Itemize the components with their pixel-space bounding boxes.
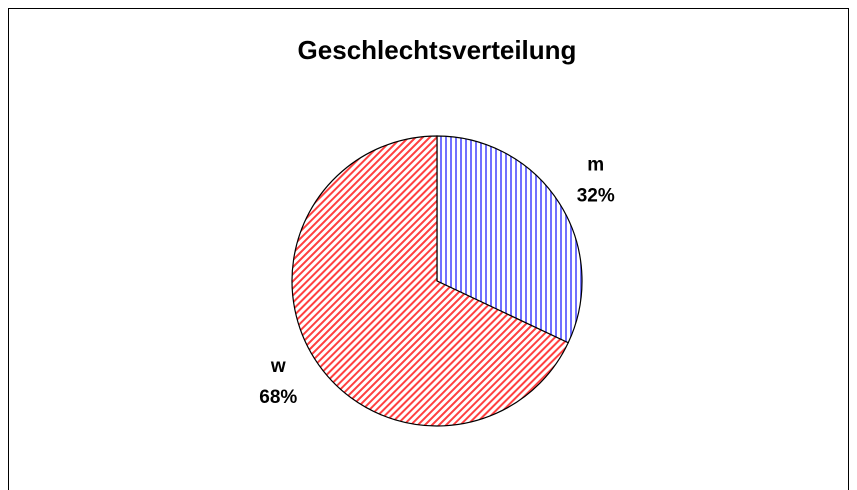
slice-category-label: w: [270, 356, 286, 377]
pie-slice: [436, 135, 583, 344]
slice-value-label: 68%: [259, 387, 297, 408]
slice-category-label: m: [587, 154, 604, 175]
chart-title: Geschlechtsverteilung: [298, 35, 577, 65]
pie-slice: [291, 135, 569, 427]
slice-value-label: 32%: [577, 185, 615, 206]
